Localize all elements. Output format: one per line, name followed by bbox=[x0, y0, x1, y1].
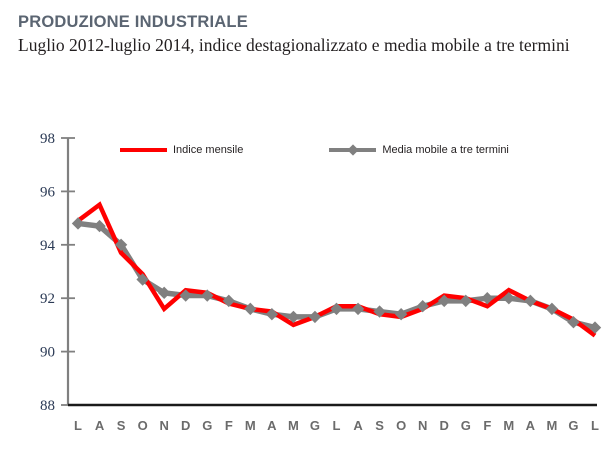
data-point-marker bbox=[567, 316, 580, 329]
x-axis-tick-label: A bbox=[526, 418, 536, 433]
x-axis-tick-label: L bbox=[591, 418, 599, 433]
data-point-marker bbox=[308, 310, 322, 324]
legend-label-indice-mensile: Indice mensile bbox=[173, 144, 244, 156]
data-point-marker bbox=[416, 300, 429, 313]
x-axis-tick-label: M bbox=[245, 418, 256, 433]
y-axis-tick-label: 98 bbox=[40, 131, 55, 147]
legend-swatch-grey-line bbox=[329, 144, 377, 156]
data-point-marker bbox=[373, 305, 386, 318]
x-axis-tick-label: S bbox=[117, 418, 126, 433]
data-point-marker bbox=[588, 321, 602, 334]
x-axis-tick-label: A bbox=[267, 418, 277, 433]
x-axis-tick-label: G bbox=[202, 418, 212, 433]
x-axis-tick-label: G bbox=[310, 418, 320, 433]
x-axis-tick-label: S bbox=[375, 418, 384, 433]
x-axis-tick-label: G bbox=[461, 418, 471, 433]
series-layer bbox=[71, 201, 602, 338]
page-title: PRODUZIONE INDUSTRIALE bbox=[18, 13, 248, 31]
x-axis-tick-label: M bbox=[546, 418, 557, 433]
x-axis-tick-label: A bbox=[95, 418, 105, 433]
chart-header: PRODUZIONE INDUSTRIALE Luglio 2012-lugli… bbox=[18, 12, 598, 57]
y-axis-tick-label: 90 bbox=[40, 345, 55, 361]
x-axis-tick-label: O bbox=[138, 418, 148, 433]
x-axis-tick-label: G bbox=[568, 418, 578, 433]
legend-item-indice-mensile: Indice mensile bbox=[120, 144, 243, 156]
data-point-marker bbox=[222, 294, 235, 308]
x-axis-tick-label: A bbox=[353, 418, 363, 433]
diamond-marker-icon bbox=[347, 144, 359, 156]
chart-legend: Indice mensile Media mobile a tre termin… bbox=[120, 140, 560, 160]
data-point-marker bbox=[524, 294, 537, 308]
data-point-marker bbox=[545, 302, 559, 316]
data-point-marker bbox=[438, 294, 451, 308]
chart-subtitle: Luglio 2012-luglio 2014, indice destagio… bbox=[18, 35, 570, 55]
data-point-marker bbox=[157, 286, 171, 300]
data-point-marker bbox=[351, 302, 365, 316]
data-point-marker bbox=[136, 273, 149, 286]
x-axis-tick-label: D bbox=[181, 418, 190, 433]
x-axis-tick-label: O bbox=[396, 418, 406, 433]
x-axis-tick-label: M bbox=[288, 418, 299, 433]
data-point-marker bbox=[459, 294, 472, 308]
x-axis-tick-label: M bbox=[503, 418, 514, 433]
x-axis-tick-label: D bbox=[440, 418, 449, 433]
y-axis-tick-label: 88 bbox=[40, 398, 55, 414]
data-point-marker bbox=[244, 302, 257, 316]
y-axis-tick-label: 94 bbox=[40, 238, 56, 254]
x-axis-tick-label: N bbox=[418, 418, 427, 433]
x-axis-tick-label: L bbox=[74, 418, 82, 433]
x-axis-tick-label: L bbox=[333, 418, 341, 433]
data-point-marker bbox=[114, 238, 128, 251]
y-axis-tick-label: 92 bbox=[40, 291, 55, 307]
data-point-marker bbox=[502, 292, 516, 305]
y-axis: 88 90 92 94 96 98 bbox=[40, 131, 75, 414]
legend-swatch-red-line bbox=[120, 148, 167, 152]
x-axis-tick-label: F bbox=[225, 418, 233, 433]
data-point-marker bbox=[93, 219, 106, 233]
data-point-marker bbox=[287, 310, 300, 324]
x-axis-tick-label: N bbox=[159, 418, 168, 433]
series-line-indice-mensile bbox=[76, 201, 597, 338]
data-point-marker bbox=[481, 292, 494, 305]
legend-item-media-mobile: Media mobile a tre termini bbox=[329, 144, 509, 156]
y-axis-tick-label: 96 bbox=[40, 184, 56, 200]
legend-label-media-mobile: Media mobile a tre termini bbox=[382, 144, 509, 156]
data-point-marker bbox=[71, 217, 85, 230]
data-point-marker bbox=[330, 302, 343, 316]
x-axis-tick-label: F bbox=[483, 418, 491, 433]
